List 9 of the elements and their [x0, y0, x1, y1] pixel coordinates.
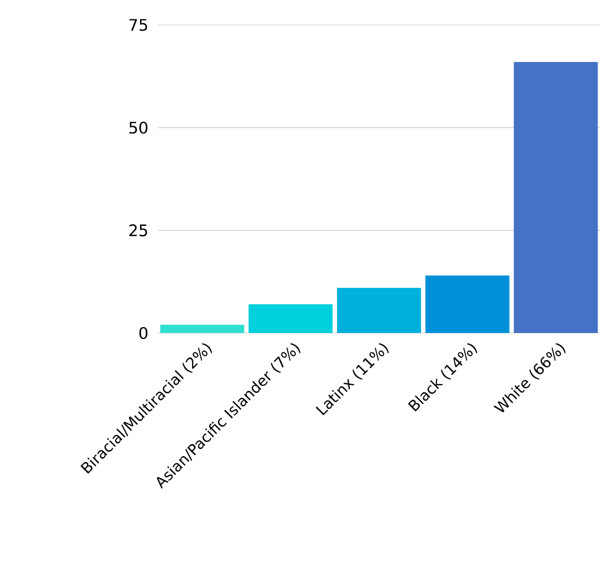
y-tick-label: 75 — [130, 19, 148, 31]
bar — [160, 324, 244, 333]
y-tick-label: 25 — [129, 224, 148, 236]
bar — [248, 304, 333, 333]
y-tick-label: 50 — [129, 122, 148, 134]
bar — [425, 276, 510, 333]
y-tick-label: 0 — [139, 326, 148, 340]
bar — [514, 62, 598, 333]
bar — [337, 288, 422, 333]
